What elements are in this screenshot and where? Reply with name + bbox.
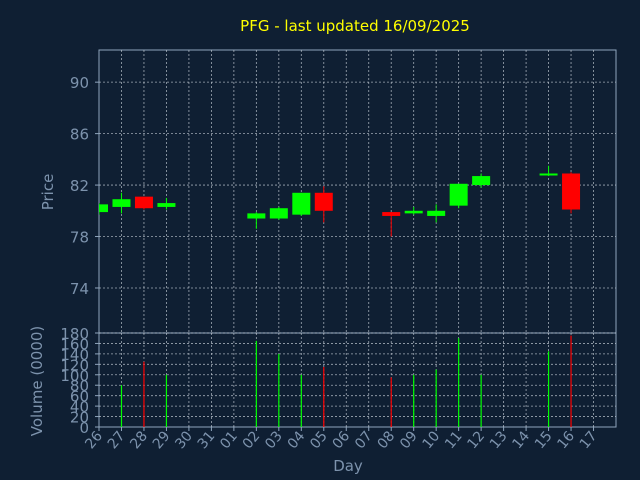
x-tick-label: 13 [487, 428, 511, 452]
price-panel: 74 78 82 86 90 [70, 49, 617, 334]
x-tick-label: 12 [464, 428, 488, 452]
candle-body [562, 173, 581, 210]
x-tick-label: 31 [195, 428, 219, 452]
x-tick-label: 09 [397, 428, 421, 452]
volume-tick-label: 120 [60, 356, 89, 374]
x-tick-label: 07 [352, 428, 376, 452]
x-tick-label: 17 [577, 428, 601, 452]
x-tick-label: 03 [262, 428, 286, 452]
x-tick-label: 29 [150, 428, 174, 452]
x-axis: 2627282930310102030405060708091011121314… [82, 427, 601, 452]
price-tick-label: 74 [70, 280, 89, 298]
volume-plot-frame [98, 332, 617, 428]
volume-tick-label: 40 [70, 398, 89, 416]
candle-body [112, 199, 131, 207]
candle-body [247, 213, 266, 219]
x-tick-label: 05 [307, 428, 331, 452]
volume-axis-label: Volume (0000) [28, 326, 46, 436]
x-tick-label: 10 [420, 428, 444, 452]
volume-tick-label: 140 [60, 346, 89, 364]
candle-body [472, 176, 491, 186]
price-tick-label: 78 [70, 229, 89, 247]
candle-body [427, 210, 446, 216]
x-tick-label: 11 [442, 428, 466, 452]
candle-body [404, 210, 423, 214]
candles [99, 165, 581, 237]
x-tick-label: 04 [285, 428, 309, 452]
x-tick-label: 15 [532, 428, 556, 452]
candle-body [449, 183, 468, 206]
price-tick-label: 86 [70, 126, 89, 144]
candle-body [157, 203, 176, 207]
volume-tick-label: 160 [60, 335, 89, 353]
x-axis-label: Day [333, 457, 363, 475]
price-axis-label: Price [39, 174, 57, 211]
price-tick-label: 90 [70, 74, 89, 92]
x-tick-label: 06 [330, 428, 354, 452]
candle-body [99, 204, 108, 213]
x-tick-label: 16 [554, 428, 578, 452]
candle-body [382, 212, 401, 216]
candle-body [134, 196, 153, 209]
chart-title: PFG - last updated 16/09/2025 [240, 17, 470, 35]
candle-body [269, 208, 288, 219]
volume-tick-label: 60 [70, 388, 89, 406]
volume-tick-label: 80 [70, 377, 89, 395]
x-tick-label: 28 [127, 428, 151, 452]
volume-tick-label: 100 [60, 367, 89, 385]
volume-tick-label: 180 [60, 325, 89, 343]
volume-tick-label: 0 [79, 419, 89, 437]
price-tick-label: 82 [70, 177, 89, 195]
candle-body [539, 173, 558, 176]
x-tick-label: 02 [240, 428, 264, 452]
x-tick-label: 30 [172, 428, 196, 452]
x-tick-label: 14 [509, 428, 533, 452]
price-plot-frame [98, 49, 617, 334]
x-tick-label: 08 [375, 428, 399, 452]
x-tick-label: 01 [217, 428, 241, 452]
volume-tick-label: 20 [70, 409, 89, 427]
candle-body [292, 192, 311, 215]
candle-body [314, 192, 333, 211]
x-tick-label: 27 [105, 428, 129, 452]
